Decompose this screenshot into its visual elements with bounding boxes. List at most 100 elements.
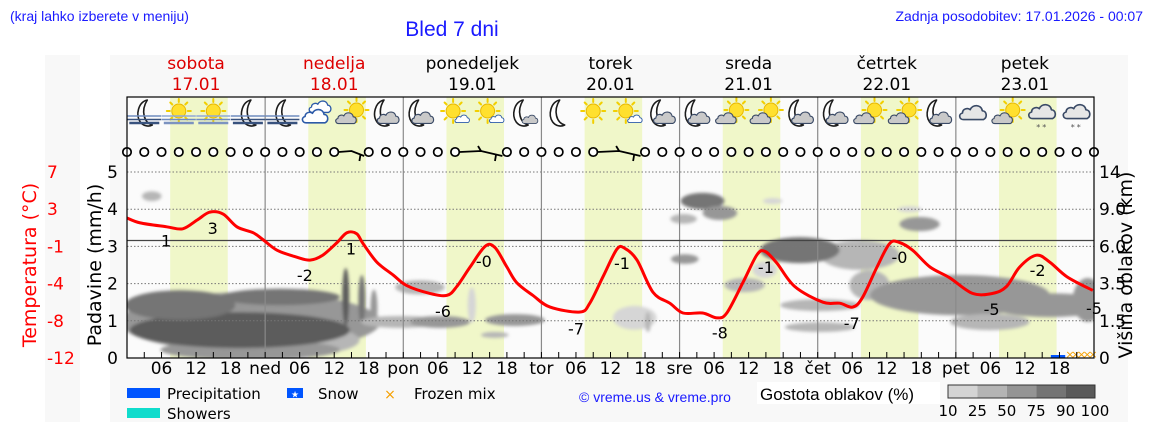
x-tick-label: 12 [185,359,207,379]
cloud-density-blob [670,214,697,224]
calm-wind-icon [329,146,340,158]
showers-legend-label: Showers [167,405,231,423]
calm-wind-icon [1037,146,1048,158]
temperature-extreme-label: -2 [297,266,313,285]
precipitation-tick: 3 [107,237,118,257]
cloud-height-axis-title: Višina oblakov (km) [1115,172,1137,359]
cloud-density-blob [485,314,545,327]
day-date: 21.01 [724,75,773,95]
calm-wind-icon [950,146,961,158]
calm-wind-icon [311,146,322,158]
colorbar-swatch [948,385,978,398]
cloud-density-title: Gostota oblakov (%) [760,385,914,404]
calm-wind-icon [760,146,771,158]
frozen-mix-mark-icon: × [1071,348,1080,361]
cloud-height-tick: 0 [1099,349,1110,369]
x-tick-label: 18 [772,359,794,379]
calm-wind-icon [398,146,409,158]
showers-swatch [127,408,160,418]
gridlines [127,171,1094,322]
calm-wind-icon [899,146,910,158]
cloud-density-blob [760,237,840,264]
x-tick-label: ned [249,359,281,379]
x-tick-label: 06 [427,359,449,379]
temperature-series [126,210,1094,320]
copyright-link[interactable]: © vreme.us & vreme.pro [579,389,731,405]
wind-row [121,145,1100,162]
colorbar-swatch [977,385,1007,398]
day-date: 17.01 [172,75,221,95]
calm-wind-icon [225,146,236,158]
calm-wind-icon [743,146,754,158]
precipitation-legend-label: Precipitation [167,385,261,403]
cloud-density-blob [342,267,350,327]
x-tick-label: 18 [220,359,242,379]
calm-wind-icon [657,146,668,158]
temperature-extreme-label: -5 [984,300,1000,319]
precipitation-marks: ××××× [1050,348,1098,361]
temperature-tick: 7 [47,163,58,183]
calm-wind-icon [242,146,253,158]
x-tick-label: sre [667,359,693,379]
calm-wind-icon [519,146,530,158]
temperature-tick: -8 [47,312,64,332]
precipitation-swatch [127,388,160,398]
frozen-mix-mark-icon: × [1065,348,1074,361]
precipitation-tick: 4 [107,200,118,220]
calm-wind-icon [709,146,720,158]
day-name: sobota [167,54,225,74]
precipitation-axis-title: Padavine (mm/h) [84,184,106,347]
temperature-tick: -1 [47,237,64,257]
calm-wind-icon [450,146,461,158]
precipitation-tick: 5 [107,163,118,183]
x-tick-label: čet [804,359,831,379]
temperature-extreme-label: 1 [346,239,356,258]
calm-wind-icon [536,146,547,158]
frozen-mix-mark-icon: × [1083,348,1092,361]
wind-barb-icon [597,145,641,162]
temperature-line [126,210,1094,320]
colorbar-swatch [1006,385,1037,398]
temperature-extremes: 13-21-6-0-7-1-8-1-7-0-5-2-5 [161,219,1102,343]
x-tick-label: pon [387,359,419,379]
temperature-tick: -12 [47,349,75,369]
calm-wind-icon [933,146,944,158]
calm-wind-icon [1002,146,1013,158]
x-tick-label: 12 [738,359,760,379]
calm-wind-icon [139,146,150,158]
cloud-density-blob [784,322,856,332]
daylight-band [722,97,781,358]
cloud-density-blob [141,191,162,202]
cloud-density-blob [358,275,366,325]
frozen-mix-x-icon: × [384,387,396,403]
menu-hint[interactable]: (kraj lahko izberete v meniju) [10,8,189,24]
cloud-density-blob [702,205,738,220]
temperature-axis-panel [45,55,80,422]
cloud-height-tick: 6.0 [1099,237,1126,257]
temperature-extreme-label: 1 [161,232,171,251]
day-date: 20.01 [586,75,635,95]
calm-wind-icon [726,146,737,158]
cloud-density-blob [670,254,699,264]
colorbar-label: 25 [968,402,987,420]
calm-wind-icon [553,146,564,158]
calm-wind-icon [260,146,271,158]
temperature-extreme-label: -6 [435,302,451,321]
calm-wind-icon [778,146,789,158]
calm-wind-icon [674,146,685,158]
last-update: Zadnja posodobitev: 17.01.2026 - 00:07 [895,8,1143,24]
calm-wind-icon [570,146,582,158]
temperature-extreme-label: -1 [614,254,630,273]
calm-wind-icon [1071,146,1082,158]
day-name: sreda [725,54,772,74]
day-date: 19.01 [448,75,497,95]
colorbar-label: 75 [1027,402,1046,420]
cloud-height-tick: 9.0 [1099,200,1126,220]
calm-wind-icon [985,146,996,158]
calm-wind-icon [881,146,892,158]
y-axis-ticks: 0 1 2 3 4 5 -12 -8 -4 -1 3 7 0 1.5 3.5 6.0 9.0 14 [47,163,1126,369]
snow-legend-label: Snow [318,385,358,403]
day-separators [264,97,957,358]
cloud-density-blob [129,312,350,348]
